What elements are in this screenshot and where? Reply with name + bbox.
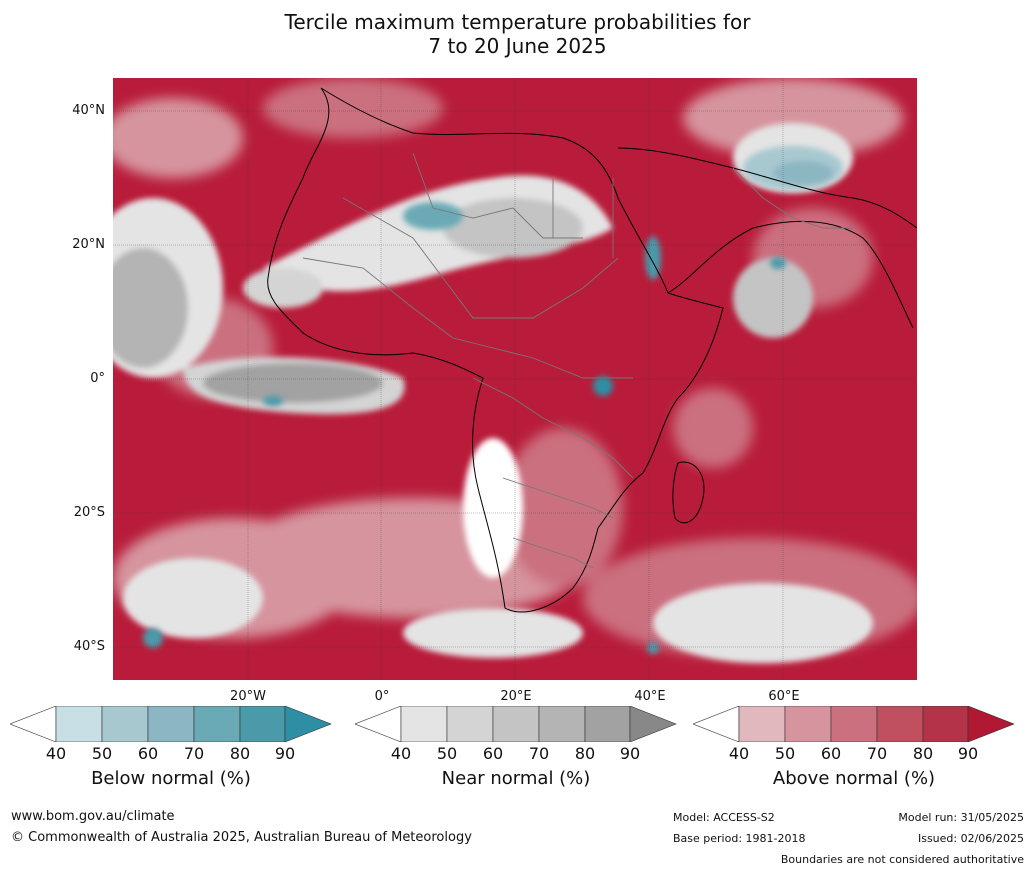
- colorbar-below-tick-60: 60: [137, 744, 159, 763]
- lon-label-0: 0°: [374, 689, 390, 704]
- graticule: [113, 78, 917, 680]
- colorbar-below-segment: [147, 706, 195, 742]
- footer-copyright: © Commonwealth of Australia 2025, Austra…: [11, 830, 472, 845]
- map-title-line1: Tercile maximum temperature probabilitie…: [284, 10, 751, 34]
- colorbar-near-tick-40: 40: [390, 744, 412, 763]
- colorbar-above-tick-50: 50: [774, 744, 796, 763]
- colorbar-below: [10, 706, 332, 742]
- colorbar-below-segment: [284, 706, 332, 742]
- lon-label-20w: 20°W: [230, 689, 266, 704]
- lat-label-20s: 20°S: [73, 505, 105, 520]
- colorbar-above-segment: [738, 706, 786, 742]
- colorbar-above-segment: [922, 706, 969, 742]
- colorbar-above-tick-70: 70: [866, 744, 888, 763]
- lat-label-equator: 0°: [90, 371, 105, 386]
- near-normal-regions: [113, 123, 873, 663]
- colorbar-near-segment: [538, 706, 586, 742]
- colorbar-above-segment: [784, 706, 832, 742]
- colorbar-near-segment: [400, 706, 448, 742]
- colorbar-below-segment: [55, 706, 103, 742]
- colorbar-above-segment: [967, 706, 1015, 742]
- colorbar-below-segment: [239, 706, 286, 742]
- colorbar-below-tick-90: 90: [274, 744, 296, 763]
- coastlines: [267, 87, 917, 613]
- lat-label-40s: 40°S: [73, 639, 105, 654]
- colorbar-near-tick-50: 50: [436, 744, 458, 763]
- colorbar-below-segment: [10, 706, 57, 742]
- country-borders: [302, 152, 853, 569]
- lon-label-40e: 40°E: [634, 689, 666, 704]
- lat-label-20n: 20°N: [72, 237, 105, 252]
- colorbar-above-tick-40: 40: [728, 744, 750, 763]
- colorbar-below-segment: [193, 706, 241, 742]
- map-title-line2: 7 to 20 June 2025: [428, 34, 607, 58]
- colorbar-near-segment: [629, 706, 677, 742]
- map-svg: [113, 78, 917, 680]
- probability-map: [113, 78, 917, 680]
- colorbar-above: [693, 706, 1015, 742]
- lon-label-60e: 60°E: [768, 689, 800, 704]
- footer-model-run: Model run: 31/05/2025: [898, 811, 1024, 824]
- colorbar-near-segment: [446, 706, 494, 742]
- colorbar-above-tick-60: 60: [820, 744, 842, 763]
- colorbar-above-segment: [693, 706, 740, 742]
- colorbar-near: [355, 706, 677, 742]
- colorbar-near-segment: [355, 706, 402, 742]
- colorbar-above-label: Above normal (%): [772, 768, 936, 789]
- colorbar-near-label: Near normal (%): [441, 768, 591, 789]
- lat-label-40n: 40°N: [72, 103, 105, 118]
- colorbar-above-segment: [830, 706, 878, 742]
- colorbar-near-segment: [492, 706, 540, 742]
- colorbar-near-tick-70: 70: [528, 744, 550, 763]
- colorbar-near-tick-60: 60: [482, 744, 504, 763]
- colorbar-near-segment: [584, 706, 631, 742]
- footer-issued: Issued: 02/06/2025: [917, 832, 1024, 845]
- lon-label-20e: 20°E: [500, 689, 532, 704]
- footer-disclaimer: Boundaries are not considered authoritat…: [780, 853, 1024, 866]
- colorbar-above-tick-90: 90: [957, 744, 979, 763]
- below-normal-regions: [143, 146, 843, 654]
- colorbar-below-label: Below normal (%): [91, 768, 251, 789]
- colorbar-near-tick-90: 90: [619, 744, 641, 763]
- footer-base-period: Base period: 1981-2018: [673, 832, 806, 845]
- colorbar-below-tick-70: 70: [183, 744, 205, 763]
- colorbar-near-tick-80: 80: [574, 744, 596, 763]
- footer-website-link[interactable]: www.bom.gov.au/climate: [11, 809, 175, 824]
- colorbar-above-tick-80: 80: [912, 744, 934, 763]
- footer-model: Model: ACCESS-S2: [673, 811, 775, 824]
- colorbar-below-segment: [101, 706, 149, 742]
- colorbar-below-tick-40: 40: [45, 744, 67, 763]
- colorbar-below-tick-80: 80: [229, 744, 251, 763]
- colorbar-above-segment: [876, 706, 924, 742]
- colorbar-below-tick-50: 50: [91, 744, 113, 763]
